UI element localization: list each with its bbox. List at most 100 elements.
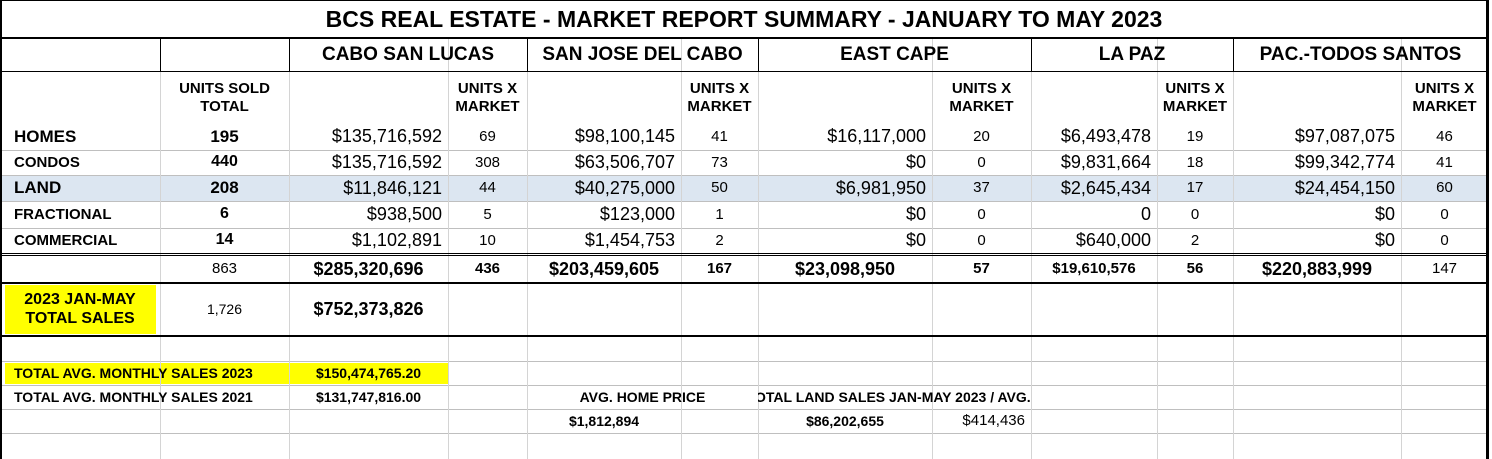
total-units-cell[interactable]: 436	[474, 260, 501, 278]
amount-cell[interactable]: $6,981,950	[835, 177, 926, 198]
amount-cell[interactable]: $24,454,150	[1294, 177, 1395, 198]
units-cell[interactable]: 73	[711, 153, 728, 171]
row-total-units[interactable]: 440	[211, 153, 238, 171]
amount-cell[interactable]: $9,831,664	[1060, 152, 1151, 173]
amount-cell[interactable]: $135,716,592	[331, 126, 442, 147]
units-cell[interactable]: 20	[973, 127, 990, 145]
amount-cell[interactable]: $16,117,000	[827, 126, 926, 147]
units-cell[interactable]: 69	[479, 127, 496, 145]
total-sales-label[interactable]: 2023 JAN-MAY TOTAL SALES	[0, 283, 160, 336]
avg-2021-label[interactable]: TOTAL AVG. MONTHLY SALES 2021	[14, 388, 253, 405]
units-cell[interactable]: 2	[1190, 231, 1200, 249]
market-header-2[interactable]: SAN JOSE DEL CABO	[542, 44, 743, 66]
amount-cell[interactable]: $11,846,121	[343, 177, 442, 198]
units-cell[interactable]: 5	[483, 205, 492, 223]
units-x-market-header-2[interactable]: UNITS X MARKET	[681, 72, 758, 123]
amount-cell[interactable]: $99,342,774	[1294, 152, 1395, 173]
amount-cell[interactable]: $98,100,145	[574, 126, 675, 147]
total-units-cell[interactable]: 167	[706, 260, 733, 278]
amount-cell[interactable]: $1,102,891	[351, 230, 442, 251]
market-header-1[interactable]: CABO SAN LUCAS	[321, 44, 495, 66]
amount-cell[interactable]: $0	[1374, 204, 1395, 225]
total-amount-cell[interactable]: $23,098,950	[794, 258, 896, 279]
units-cell[interactable]: 308	[474, 153, 501, 171]
units-x-market-header-5[interactable]: UNITS X MARKET	[1401, 72, 1488, 123]
row-label-homes[interactable]: HOMES	[14, 126, 77, 146]
units-cell[interactable]: 60	[1436, 179, 1453, 197]
market-header-3[interactable]: EAST CAPE	[840, 44, 949, 66]
units-cell[interactable]: 0	[1440, 231, 1449, 249]
amount-cell[interactable]: 0	[1140, 204, 1151, 225]
units-cell[interactable]: 37	[973, 179, 990, 197]
amount-cell[interactable]: $0	[905, 152, 926, 173]
units-cell[interactable]: 41	[1436, 153, 1453, 171]
amount-cell[interactable]: $640,000	[1075, 230, 1151, 251]
total-amount-cell[interactable]: $19,610,576	[1052, 260, 1136, 278]
totals-units-cell[interactable]: 863	[211, 260, 238, 278]
grid-vline-5	[758, 38, 759, 459]
amount-cell[interactable]: $40,275,000	[574, 177, 675, 198]
border-totals-bottom	[0, 282, 1488, 284]
units-x-market-header-1[interactable]: UNITS X MARKET	[448, 72, 527, 123]
amount-cell[interactable]: $97,087,075	[1294, 126, 1395, 147]
units-x-market-header-3-line: UNITS X	[951, 80, 1012, 98]
amount-cell[interactable]: $135,716,592	[331, 152, 442, 173]
amount-cell[interactable]: $938,500	[366, 204, 442, 225]
total-units-cell[interactable]: 57	[973, 260, 990, 278]
grid-hline-4	[0, 385, 1488, 386]
units-cell[interactable]: 44	[479, 179, 496, 197]
units-cell[interactable]: 0	[977, 231, 986, 249]
market-header-5[interactable]: PAC.-TODOS SANTOS	[1259, 44, 1462, 66]
units-cell[interactable]: 10	[479, 231, 496, 249]
units-cell[interactable]: 17	[1186, 179, 1204, 197]
avg-home-price-value[interactable]: $1,812,894	[568, 412, 640, 429]
units-cell[interactable]: 0	[1190, 205, 1200, 223]
avg-2021-value[interactable]: $131,747,816.00	[315, 388, 422, 405]
amount-cell[interactable]: $0	[905, 230, 926, 251]
land-sales-total[interactable]: $86,202,655	[806, 412, 884, 429]
units-cell[interactable]: 0	[1440, 205, 1449, 223]
units-cell[interactable]: 0	[977, 153, 986, 171]
total-units-cell[interactable]: 147	[1431, 260, 1458, 278]
units-cell[interactable]: 41	[711, 127, 728, 145]
row-label-land[interactable]: LAND	[14, 178, 62, 198]
amount-cell[interactable]: $1,454,753	[584, 230, 675, 251]
units-cell[interactable]: 2	[715, 231, 724, 249]
total-units-cell[interactable]: 56	[1186, 260, 1204, 278]
units-sold-total-header[interactable]: UNITS SOLD TOTAL	[160, 72, 289, 123]
amount-cell[interactable]: $0	[1374, 230, 1395, 251]
row-total-units[interactable]: 6	[220, 205, 229, 223]
amount-cell[interactable]: $0	[905, 204, 926, 225]
row-label-commercial[interactable]: COMMERCIAL	[14, 231, 118, 249]
units-cell[interactable]: 0	[977, 205, 986, 223]
units-x-market-header-3[interactable]: UNITS X MARKET	[932, 72, 1031, 123]
total-amount-cell[interactable]: $220,883,999	[1261, 258, 1373, 279]
row-label-fractional[interactable]: FRACTIONAL	[14, 205, 112, 223]
units-x-market-header-4[interactable]: UNITS X MARKET	[1157, 72, 1233, 123]
units-cell[interactable]: 1	[715, 205, 724, 223]
total-amount-cell[interactable]: $203,459,605	[548, 258, 660, 279]
amount-cell[interactable]: $63,506,707	[574, 152, 675, 173]
total-sales-amount[interactable]: $752,373,826	[313, 299, 424, 320]
row-total-units[interactable]: 14	[215, 231, 234, 249]
units-cell[interactable]: 46	[1436, 127, 1453, 145]
total-amount-cell[interactable]: $285,320,696	[313, 258, 424, 279]
land-row-highlight	[0, 175, 1488, 201]
units-cell[interactable]: 18	[1186, 153, 1204, 171]
row-total-units[interactable]: 208	[210, 178, 239, 198]
land-sales-avg[interactable]: $414,436	[962, 412, 1025, 430]
amount-cell[interactable]: $6,493,478	[1060, 126, 1151, 147]
land-sales-label[interactable]: TOTAL LAND SALES JAN-MAY 2023 / AVG. $	[758, 388, 1031, 405]
total-sales-units[interactable]: 1,726	[206, 301, 243, 318]
row-total-units[interactable]: 195	[210, 126, 239, 146]
row-label-condos[interactable]: CONDOS	[14, 153, 80, 171]
avg-home-price-label[interactable]: AVG. HOME PRICE	[579, 388, 706, 405]
units-cell[interactable]: 50	[711, 179, 728, 197]
market-header-4[interactable]: LA PAZ	[1098, 44, 1166, 66]
avg-2023-label[interactable]: TOTAL AVG. MONTHLY SALES 2023	[14, 364, 253, 381]
amount-cell[interactable]: $123,000	[599, 204, 675, 225]
avg-2023-value[interactable]: $150,474,765.20	[315, 364, 422, 381]
report-title[interactable]: BCS REAL ESTATE - MARKET REPORT SUMMARY …	[325, 5, 1163, 32]
amount-cell[interactable]: $2,645,434	[1060, 177, 1151, 198]
units-cell[interactable]: 19	[1186, 127, 1204, 145]
